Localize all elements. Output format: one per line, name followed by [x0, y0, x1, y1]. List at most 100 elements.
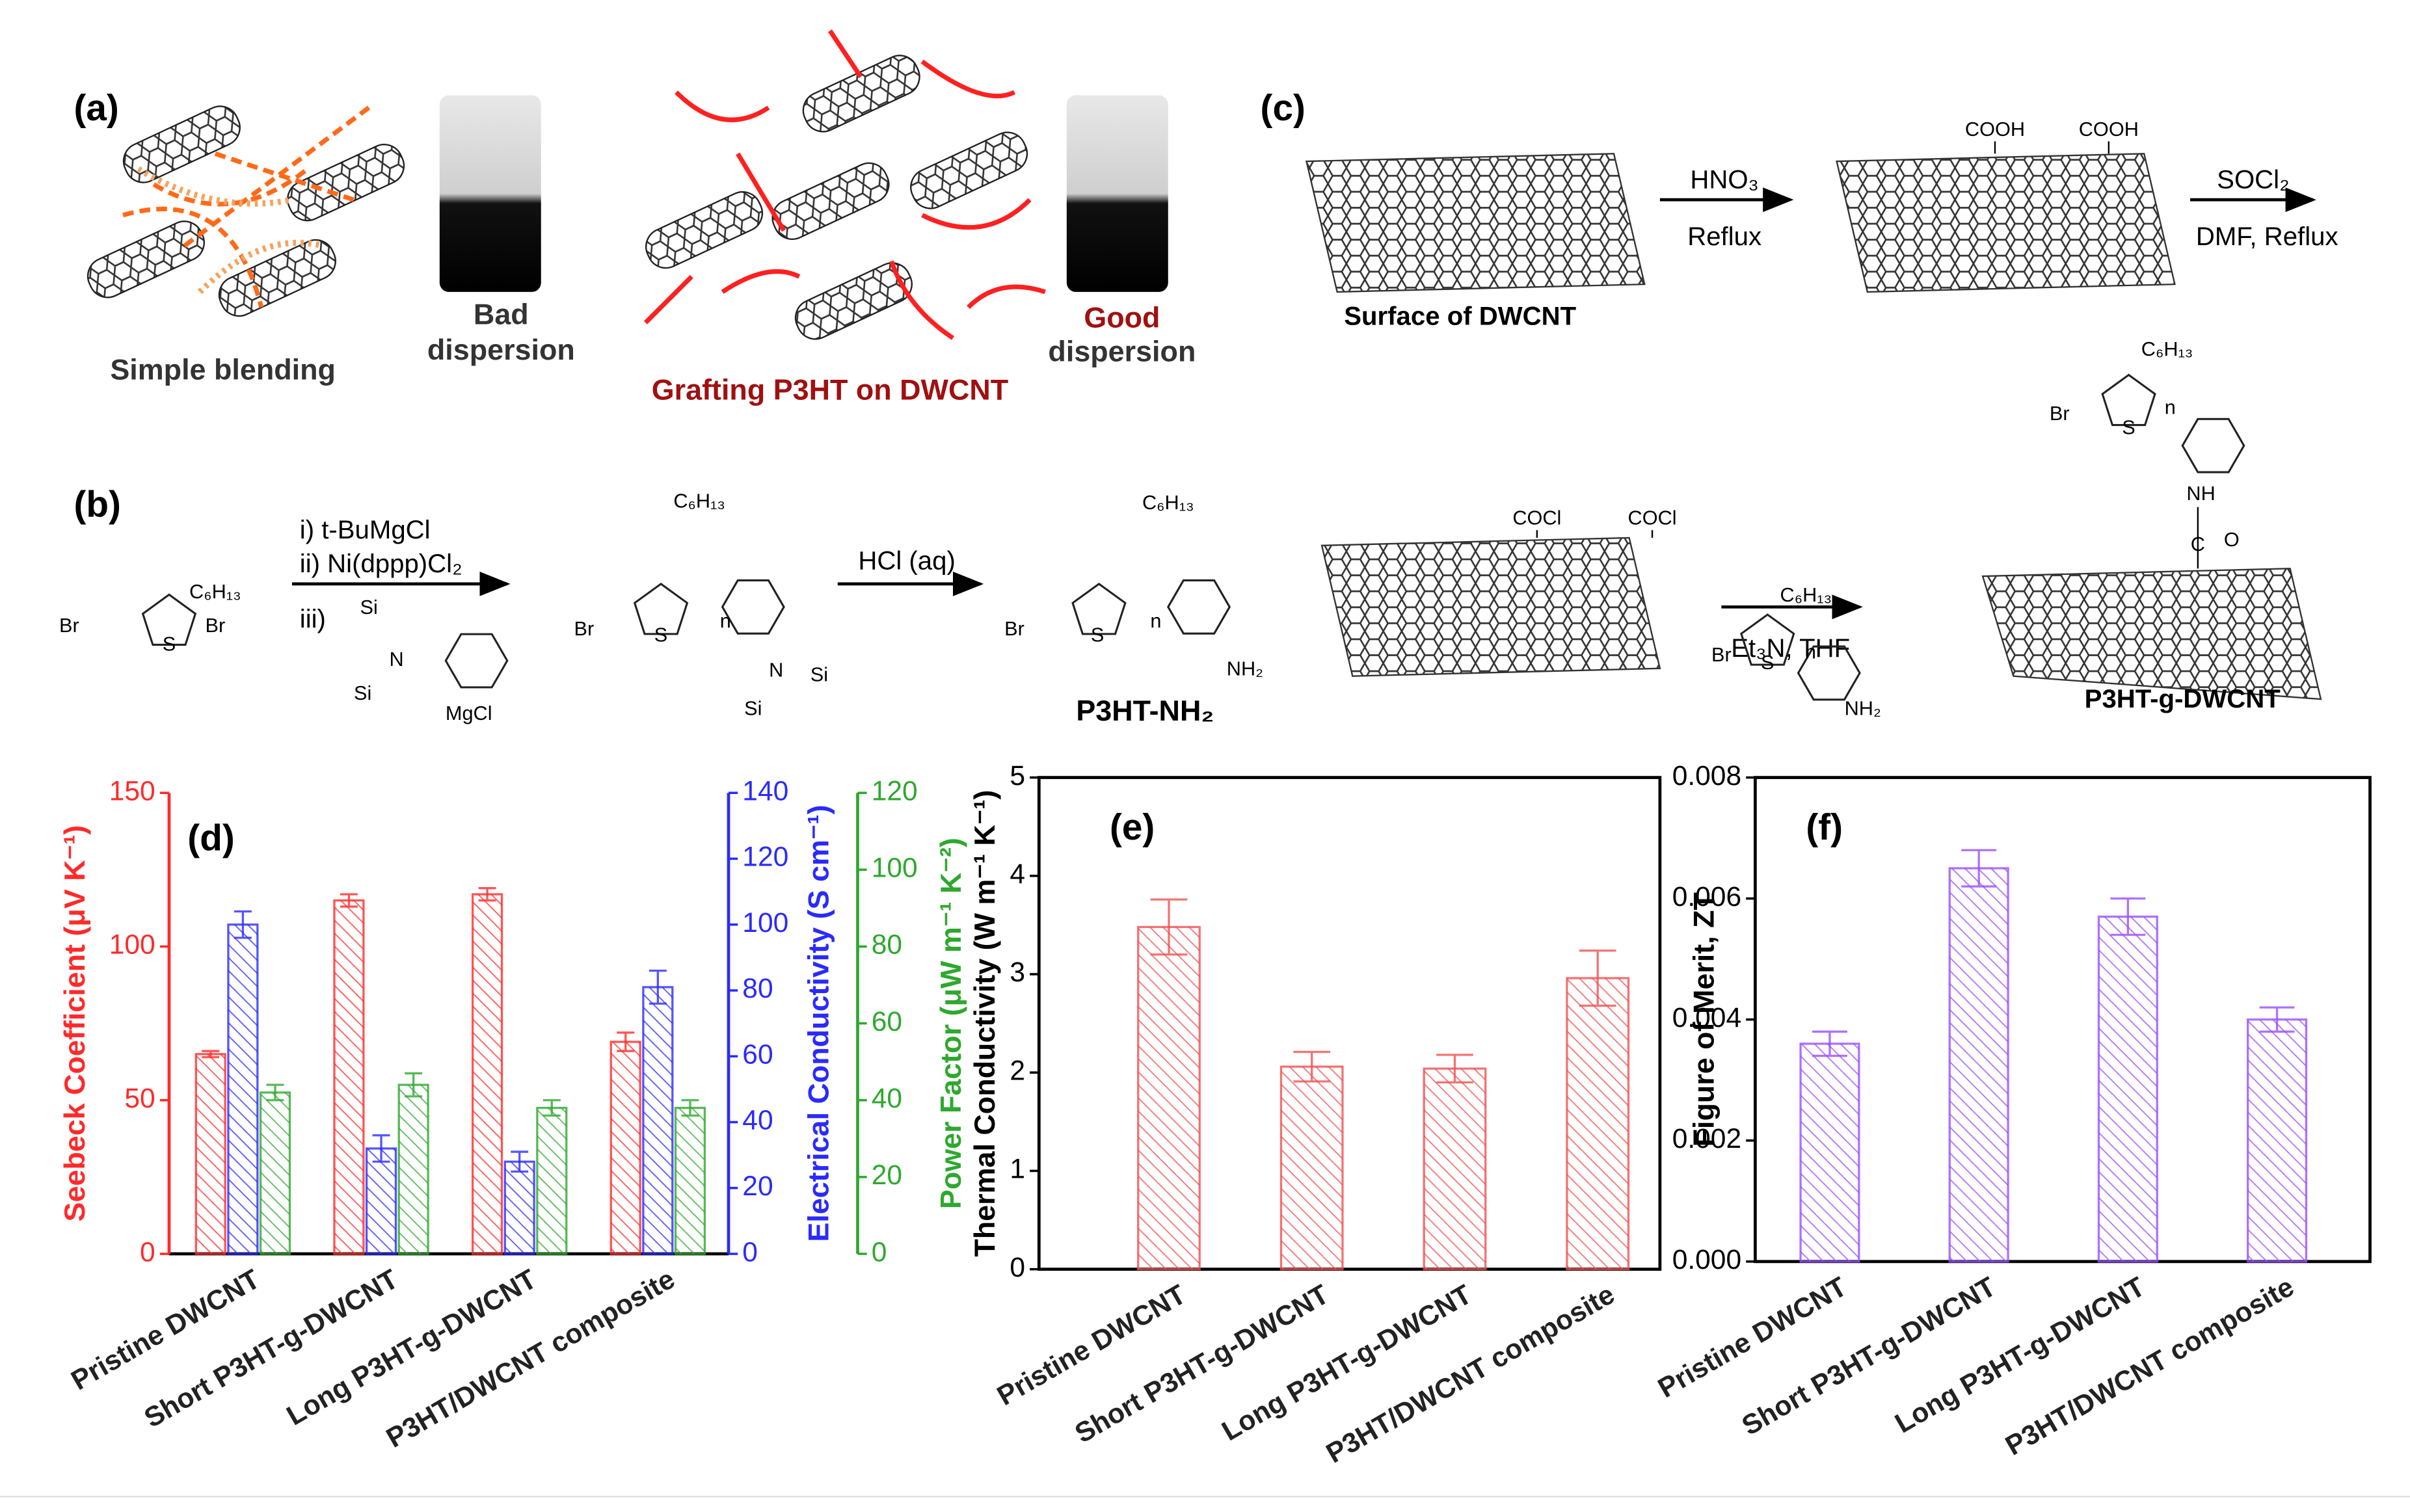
- y-tick-label: 5: [1010, 760, 1025, 791]
- atom-label: C₆H₁₃: [2141, 338, 2193, 360]
- y-tick-label: 100: [742, 907, 788, 938]
- error-bar: [372, 1134, 390, 1163]
- atom-label: N: [390, 648, 404, 670]
- axis-title: Figure of Merit, ZT: [1687, 892, 1720, 1147]
- bar: [503, 1160, 535, 1255]
- y-tick-label: 0: [742, 1236, 758, 1267]
- bar: [259, 1091, 291, 1255]
- error-bar: [340, 893, 358, 908]
- ring: [721, 579, 785, 635]
- reagent: DMF, Reflux: [2196, 222, 2338, 251]
- ring: [1167, 579, 1231, 635]
- panel-label: (f): [1806, 807, 1843, 848]
- atom-label: C: [2191, 533, 2205, 555]
- error-bar: [2110, 897, 2146, 936]
- atom-label: MgCl: [446, 702, 492, 724]
- atom-label: Si: [360, 596, 377, 618]
- y-tick-label: 150: [109, 775, 155, 806]
- bar: [1137, 925, 1201, 1271]
- y-tick-label: 100: [109, 929, 155, 961]
- ring: [444, 633, 509, 689]
- atom-label: NH₂: [1227, 657, 1263, 680]
- bar: [1799, 1042, 1860, 1263]
- caption: Bad: [474, 298, 529, 331]
- bar: [1423, 1067, 1487, 1271]
- error-bar: [511, 1150, 529, 1173]
- bar: [333, 899, 365, 1255]
- y-tick-label: 60: [742, 1039, 773, 1070]
- error-bar: [1150, 898, 1188, 956]
- y-tick-label: 40: [742, 1105, 773, 1136]
- atom-label: NH: [2186, 482, 2215, 505]
- y-tick-label: 80: [872, 929, 902, 961]
- panel-label: (e): [1110, 807, 1155, 848]
- atom-label: S: [1761, 651, 1774, 674]
- axis-title: Seebeck Coefficient (μV K⁻¹): [58, 825, 91, 1222]
- atom-label: S: [1091, 623, 1104, 646]
- y-tick-label: 2: [1010, 1055, 1025, 1086]
- y-tick-label: 1: [1010, 1154, 1025, 1185]
- ring: [1740, 613, 1795, 666]
- panel-a-art: [87, 29, 1168, 340]
- bar: [642, 986, 674, 1255]
- group-label: COCl: [1512, 507, 1561, 529]
- ring: [2181, 418, 2245, 473]
- group-label: COCl: [1628, 507, 1677, 529]
- atom-label: S: [2122, 416, 2135, 438]
- error-bar: [234, 910, 252, 939]
- caption: dispersion: [1048, 334, 1196, 367]
- reagent: HNO₃: [1690, 165, 1759, 194]
- compound-name: P3HT-NH₂: [1076, 694, 1214, 727]
- y-tick-label: 120: [742, 842, 788, 873]
- atom-label: Br: [574, 617, 595, 640]
- error-bar: [1293, 1050, 1331, 1083]
- ring: [1071, 582, 1127, 635]
- error-bar: [1812, 1030, 1847, 1057]
- bar: [1279, 1065, 1344, 1271]
- panel-label: (c): [1261, 88, 1305, 129]
- axis-title: Electrical Conductivity (S cm⁻¹): [802, 805, 835, 1242]
- compound-name: P3HT-g-DWCNT: [2085, 684, 2281, 713]
- error-bar: [1579, 949, 1616, 1007]
- ring: [633, 582, 689, 635]
- panel-label: (d): [187, 817, 234, 858]
- atom-label: n: [1150, 609, 1161, 632]
- atom-label: C₆H₁₃: [189, 580, 241, 603]
- y-tick-label: 0: [140, 1236, 155, 1267]
- caption: Simple blending: [110, 353, 336, 386]
- error-bar: [1436, 1054, 1473, 1084]
- atom-label: Br: [2050, 402, 2070, 425]
- atom-label: Si: [744, 697, 762, 720]
- error-bar: [542, 1099, 561, 1117]
- error-bar: [478, 887, 496, 902]
- error-bar: [202, 1050, 220, 1059]
- error-bar: [1961, 849, 1997, 888]
- group-label: COOH: [2079, 118, 2139, 140]
- error-bar: [2259, 1006, 2295, 1033]
- bar: [1566, 977, 1630, 1271]
- atom-label: O: [2224, 528, 2240, 551]
- atom-label: Br: [59, 614, 79, 637]
- y-tick-label: 40: [872, 1083, 902, 1114]
- ring: [2101, 373, 2156, 427]
- y-tick-label: 50: [124, 1083, 155, 1114]
- y-tick-label: 100: [872, 853, 918, 884]
- atom-label: C₆H₁₃: [1780, 583, 1832, 606]
- atom-label: NH₂: [1845, 697, 1881, 720]
- reagent: SOCl₂: [2217, 165, 2290, 194]
- atom-label: N: [769, 659, 783, 682]
- caption: Grafting P3HT on DWCNT: [652, 373, 1008, 406]
- reagent: Et₃N, THF: [1731, 633, 1850, 663]
- atom-label: S: [654, 623, 667, 646]
- panel-label: (a): [74, 88, 118, 129]
- y-tick-label: 4: [1010, 858, 1025, 890]
- y-tick-label: 0: [1010, 1252, 1025, 1283]
- atom-label: S: [163, 632, 176, 655]
- atom-label: n: [1805, 640, 1816, 663]
- reagent: Reflux: [1687, 222, 1761, 251]
- group-label: COOH: [1965, 118, 2025, 140]
- ring: [1797, 645, 1861, 701]
- y-tick-label: 0: [872, 1236, 887, 1267]
